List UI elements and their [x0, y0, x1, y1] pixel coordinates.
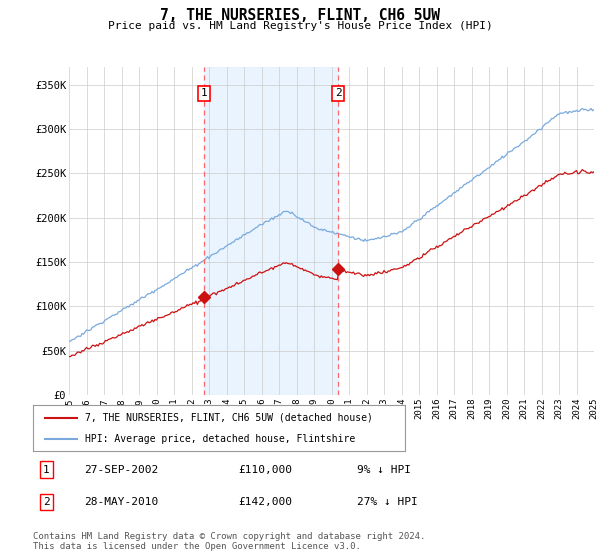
Text: 28-MAY-2010: 28-MAY-2010	[84, 497, 158, 507]
Text: £142,000: £142,000	[238, 497, 292, 507]
Text: 27-SEP-2002: 27-SEP-2002	[84, 465, 158, 474]
Text: 1: 1	[201, 88, 208, 99]
Text: 7, THE NURSERIES, FLINT, CH6 5UW (detached house): 7, THE NURSERIES, FLINT, CH6 5UW (detach…	[85, 413, 373, 423]
Text: Price paid vs. HM Land Registry's House Price Index (HPI): Price paid vs. HM Land Registry's House …	[107, 21, 493, 31]
Text: 2: 2	[43, 497, 50, 507]
Text: 1: 1	[43, 465, 50, 474]
Text: Contains HM Land Registry data © Crown copyright and database right 2024.
This d: Contains HM Land Registry data © Crown c…	[33, 532, 425, 552]
Text: HPI: Average price, detached house, Flintshire: HPI: Average price, detached house, Flin…	[85, 435, 355, 444]
Bar	[204, 67, 338, 395]
Text: £110,000: £110,000	[238, 465, 292, 474]
Text: 7, THE NURSERIES, FLINT, CH6 5UW: 7, THE NURSERIES, FLINT, CH6 5UW	[160, 8, 440, 24]
Text: 27% ↓ HPI: 27% ↓ HPI	[357, 497, 418, 507]
Text: 2: 2	[335, 88, 341, 99]
Text: 9% ↓ HPI: 9% ↓ HPI	[357, 465, 411, 474]
